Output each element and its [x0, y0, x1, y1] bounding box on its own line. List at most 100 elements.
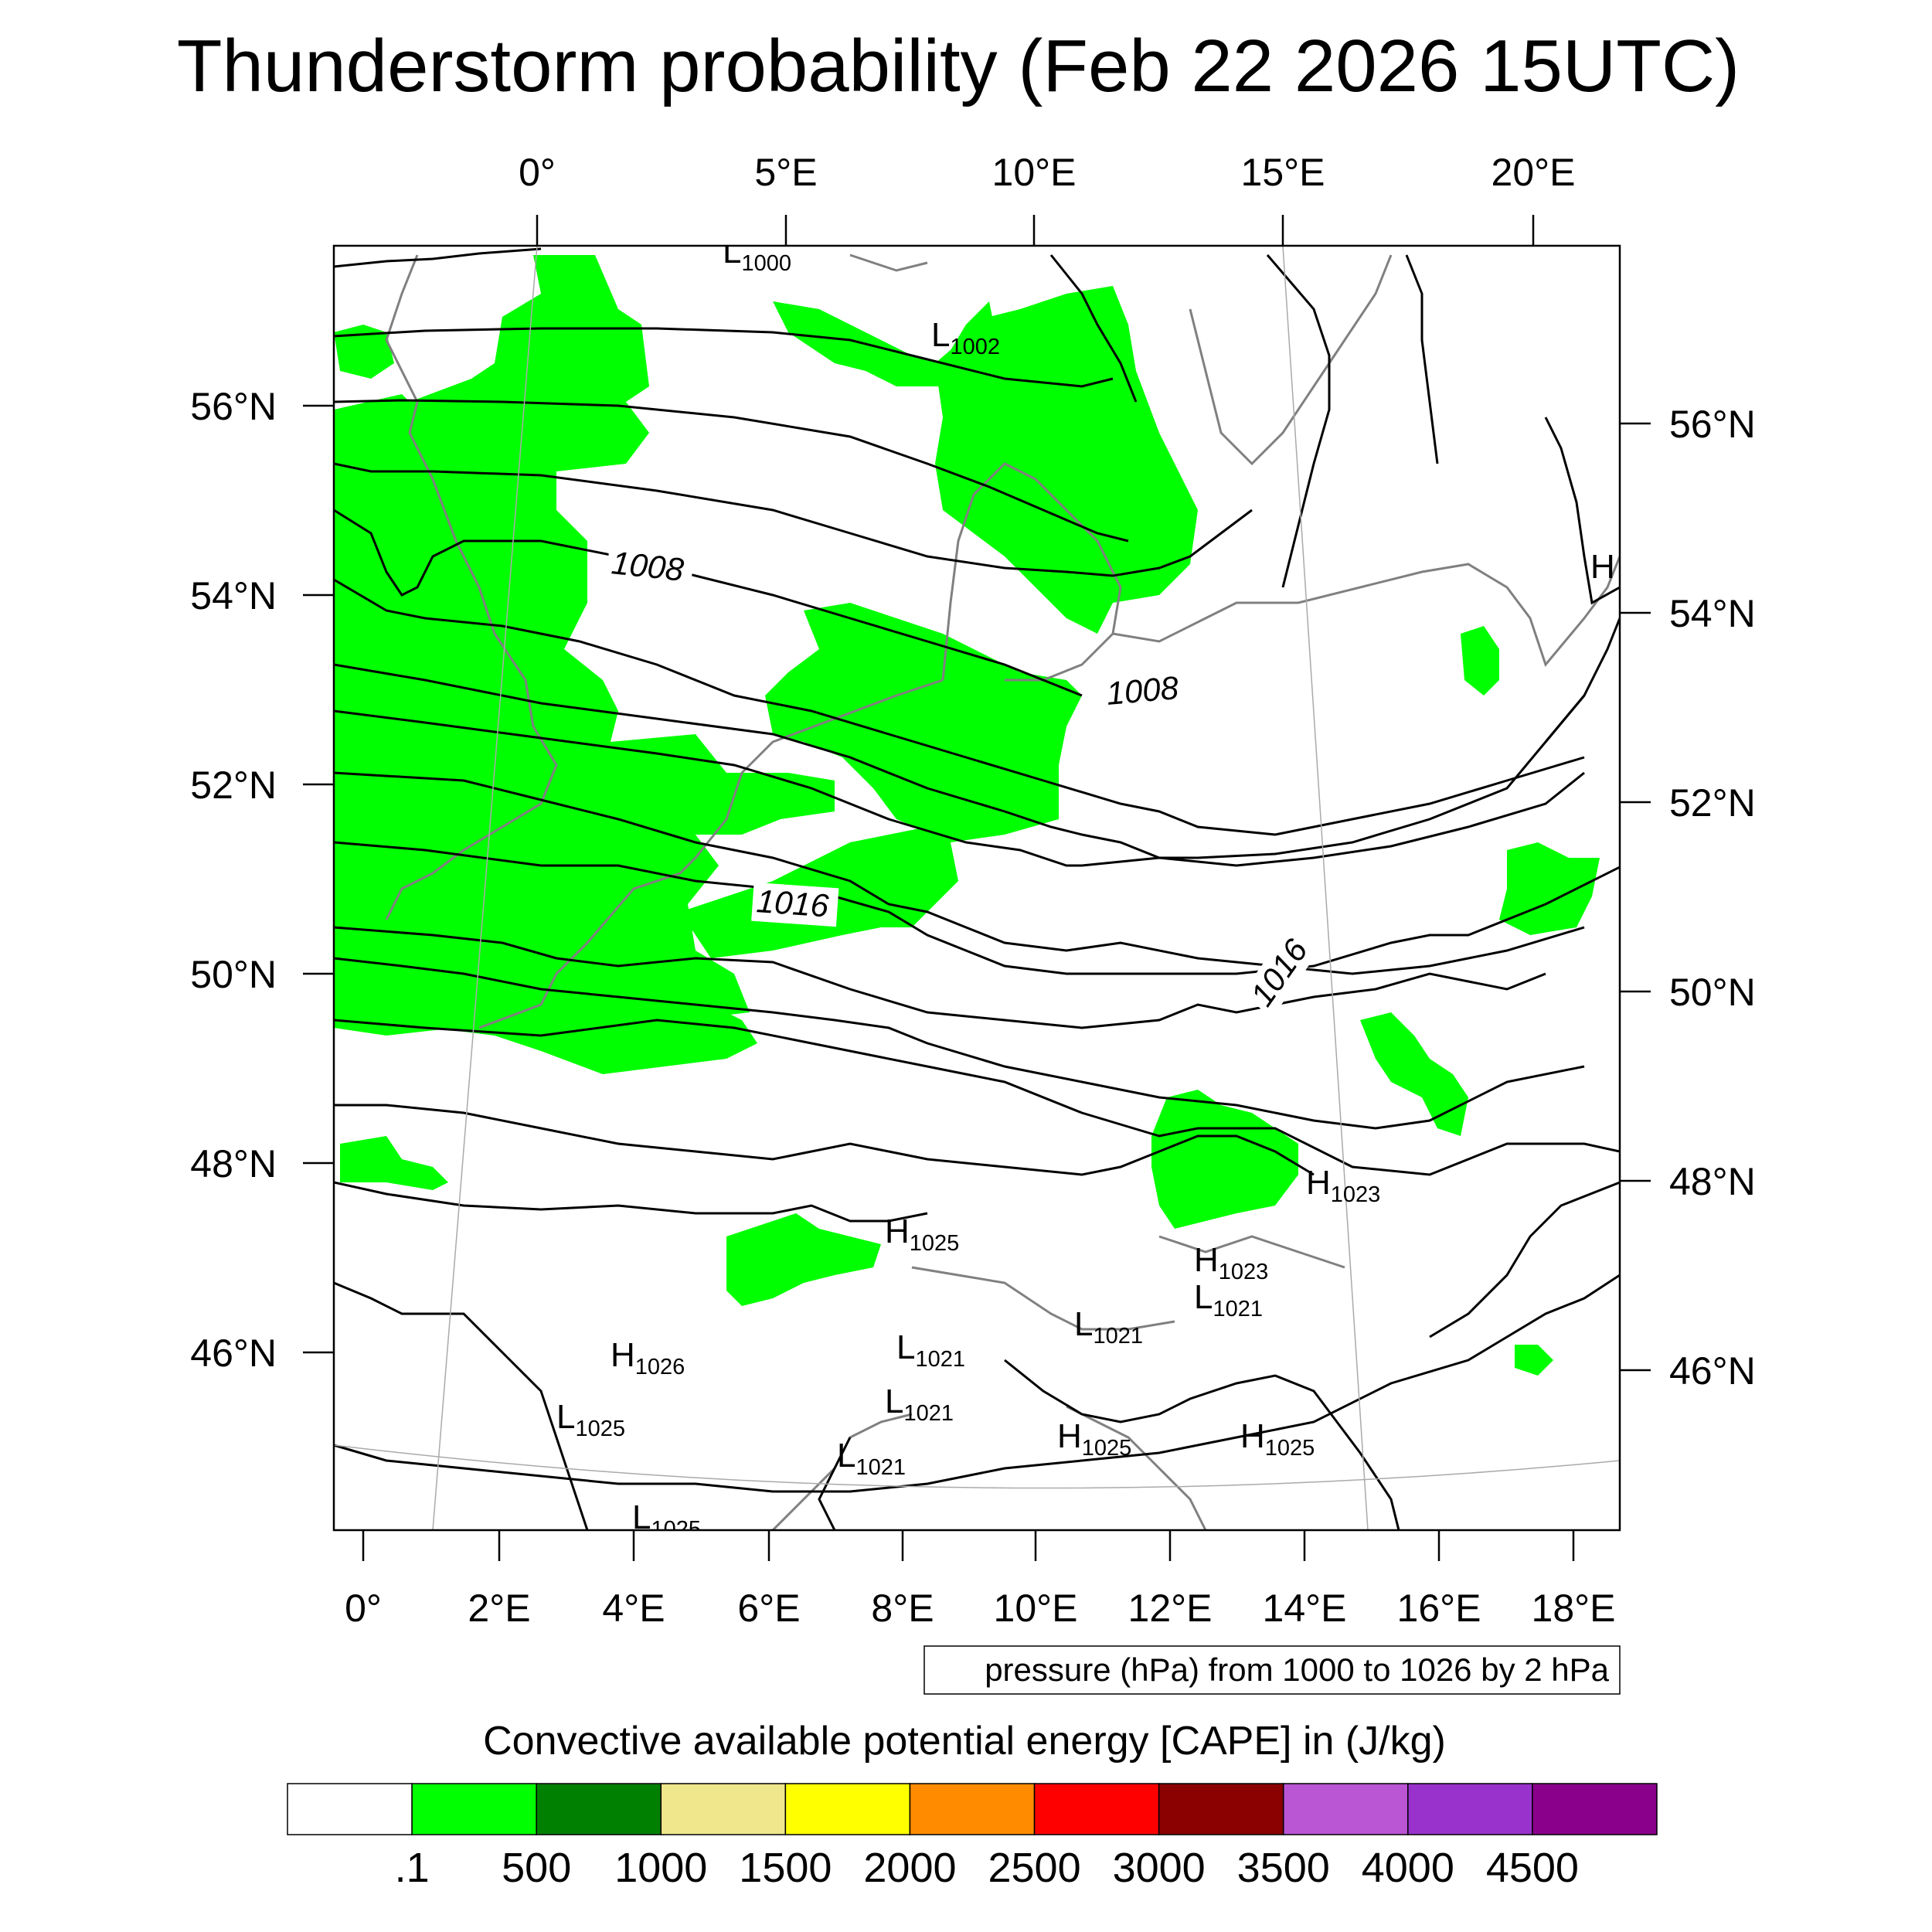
isobar-23 [1049, 254, 1138, 403]
pressure-center-label: L1021 [1194, 1278, 1263, 1321]
left-lat-label: 54°N [190, 574, 277, 617]
pressure-center-label: L1025 [632, 1498, 701, 1542]
colorbar-label: 500 [502, 1845, 571, 1891]
top-lon-label: 0° [519, 151, 556, 194]
bottom-lon-labels: 0° 2°E 4°E 6°E 8°E 10°E 12°E 14°E 16°E 1… [345, 1587, 1615, 1630]
left-lat-labels: 56°N 54°N 52°N 50°N 48°N 46°N [190, 385, 277, 1375]
bottom-lon-label: 18°E [1532, 1587, 1616, 1630]
colorbar-swatch [784, 1783, 911, 1835]
left-ticks [303, 404, 334, 1354]
right-lat-label: 54°N [1669, 592, 1756, 635]
isobar-19 [1004, 1359, 1400, 1530]
meridian-15e [1282, 246, 1369, 1530]
bottom-ticks [362, 1530, 1575, 1561]
colorbar-swatch [1407, 1783, 1533, 1835]
isobar-21 [1544, 617, 1620, 743]
pressure-contours [334, 247, 1620, 1530]
bottom-lon-label: 0° [345, 1587, 382, 1630]
right-lat-label: 48°N [1669, 1160, 1756, 1203]
top-lon-label: 5°E [754, 151, 817, 194]
cape-area-alps-west [726, 1213, 881, 1306]
coast-netherlands [694, 679, 944, 859]
isobar-15 [334, 1181, 928, 1223]
pressure-center-label: H1023 [1306, 1164, 1380, 1207]
bottom-lon-label: 6°E [737, 1587, 800, 1630]
cape-area-hungary [1515, 1345, 1553, 1376]
isobar-24 [1405, 254, 1439, 464]
pressure-center-label: L1002 [931, 316, 1000, 359]
cape-area-poland-south [1360, 1012, 1468, 1136]
isobar-10 [334, 841, 1620, 975]
pressure-center-label: L1000 [723, 233, 791, 276]
border-alps [911, 1266, 1175, 1331]
bottom-lon-label: 8°E [871, 1587, 934, 1630]
coast-adriatic [1066, 1405, 1207, 1530]
cape-area-poland-east [1499, 842, 1600, 935]
bottom-lon-label: 14°E [1263, 1587, 1347, 1630]
pressure-center-label: L1021 [896, 1328, 965, 1372]
left-lat-label: 52°N [190, 764, 277, 807]
top-lon-label: 20°E [1492, 151, 1576, 194]
isobar-22 [1266, 254, 1331, 588]
colorbar-swatch [660, 1783, 787, 1835]
contour-info-box: pressure (hPa) from 1000 to 1026 by 2 hP… [923, 1645, 1621, 1695]
right-lat-label: 56°N [1669, 403, 1756, 446]
bottom-lon-label: 16°E [1397, 1587, 1481, 1630]
contour-info-text: pressure (hPa) from 1000 to 1026 by 2 hP… [985, 1651, 1609, 1688]
colorbar-swatch [1158, 1783, 1284, 1835]
left-lat-label: 50°N [190, 953, 277, 996]
pressure-center-label: L1021 [837, 1437, 906, 1480]
pressure-center-label: L1021 [885, 1383, 954, 1426]
pressure-center-label: H1026 [611, 1336, 685, 1379]
bottom-lon-label: 2°E [468, 1587, 530, 1630]
colorbar-swatch [1532, 1783, 1658, 1835]
meridian-0-top [432, 246, 538, 1530]
isobar-1 [334, 247, 542, 268]
left-lat-label: 56°N [190, 385, 277, 428]
coast-baltic [1112, 556, 1620, 668]
colorbar-swatch [536, 1783, 662, 1835]
right-lat-label: 46°N [1669, 1349, 1756, 1393]
colorbar-label: 1000 [614, 1845, 707, 1891]
colorbar-swatch [1282, 1783, 1409, 1835]
cape-area-west [334, 255, 835, 1036]
right-lat-label: 50°N [1669, 971, 1756, 1014]
pressure-center-label: L1021 [1074, 1305, 1143, 1349]
border-central [1158, 1235, 1345, 1269]
colorbar-label: 2500 [988, 1845, 1080, 1891]
colorbar-label: .1 [395, 1845, 430, 1891]
isobar-11 [334, 926, 1546, 1029]
isobar-18 [1429, 1181, 1620, 1338]
cape-area-paris [340, 1136, 448, 1190]
bottom-lon-label: 12°E [1128, 1587, 1213, 1630]
coast-sweden [1189, 254, 1393, 466]
colorbar-label: 3500 [1237, 1845, 1330, 1891]
isobar-4 [334, 462, 1253, 577]
pressure-centers: L1000 L1002 H H1023 H1025 H1023 L1021 H1… [556, 233, 1615, 1542]
right-lat-labels: 56°N 54°N 52°N 50°N 48°N 46°N [1669, 403, 1756, 1393]
pressure-center-label: H1025 [1057, 1417, 1131, 1461]
colorbar-label: 4500 [1486, 1845, 1579, 1891]
coastlines [385, 253, 1620, 1530]
coast-norway [849, 253, 928, 272]
isobar-14 [334, 1104, 1315, 1176]
isobar-12 [334, 957, 1585, 1130]
cape-area-germany-nl [765, 603, 1082, 842]
colorbar-label: 2000 [863, 1845, 956, 1891]
contour-label: 1016 [755, 883, 830, 923]
colorbar-swatch [287, 1783, 413, 1835]
top-lon-labels: 0° 5°E 10°E 15°E 20°E [519, 151, 1575, 194]
colorbar [287, 1783, 1658, 1835]
isobar-2 [334, 327, 1114, 388]
parallel-44n [334, 1444, 1620, 1489]
colorbar-swatch [411, 1783, 537, 1835]
pressure-center-label: L1025 [556, 1398, 625, 1441]
cape-area-france-south [340, 927, 757, 1074]
map-area [334, 246, 1620, 1530]
cape-area-denmark [935, 286, 1198, 634]
cape-shading [334, 255, 1600, 1376]
left-lat-label: 46°N [190, 1332, 277, 1375]
pressure-center-label: H [1590, 548, 1615, 586]
colorbar-label: 1500 [739, 1845, 832, 1891]
